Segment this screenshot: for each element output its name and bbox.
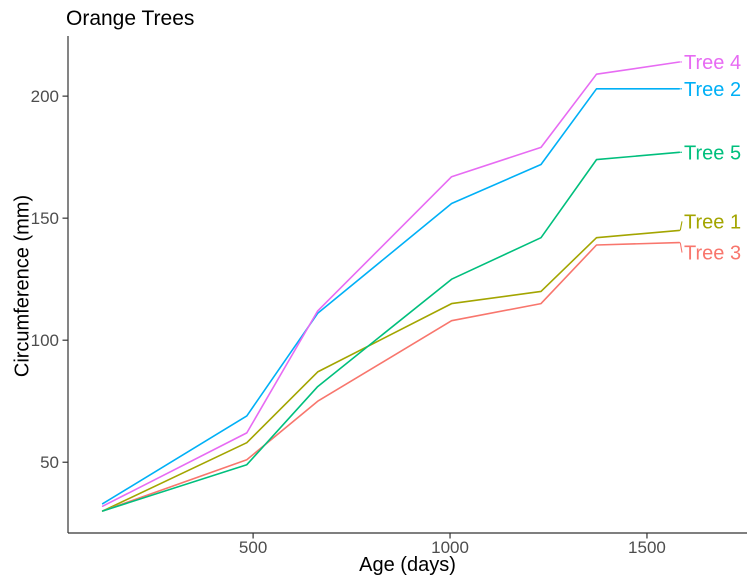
series-label-tree-1: Tree 1 [684, 211, 741, 233]
series-line-tree-1 [101, 229, 681, 512]
y-tick-label-50: 50 [40, 453, 59, 472]
series-line-tree-2 [101, 88, 681, 505]
series-label-tree-4: Tree 4 [684, 52, 741, 74]
chart-title: Orange Trees [66, 7, 195, 30]
x-tick-label-500: 500 [239, 538, 267, 557]
series-label-connector-tree-1 [679, 221, 683, 231]
series-label-tree-5: Tree 5 [684, 142, 741, 164]
series-line-tree-3 [101, 241, 681, 512]
series-label-tree-3: Tree 3 [684, 243, 741, 265]
x-axis-title: Age (days) [359, 554, 456, 576]
series-label-tree-2: Tree 2 [684, 79, 741, 101]
y-tick-label-200: 200 [31, 87, 59, 106]
y-tick-label-150: 150 [31, 209, 59, 228]
x-tick-label-1500: 1500 [628, 538, 666, 557]
y-tick-label-100: 100 [31, 331, 59, 350]
series-label-connector-tree-3 [679, 242, 683, 253]
x-tick-label-1000: 1000 [431, 538, 469, 557]
series-line-tree-4 [101, 61, 681, 508]
series-line-tree-5 [101, 151, 681, 512]
